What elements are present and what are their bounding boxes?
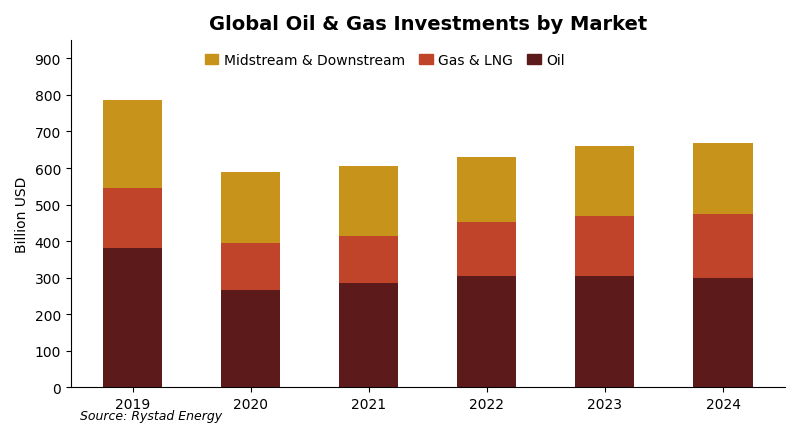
Bar bbox=[103, 101, 162, 189]
Bar bbox=[694, 278, 753, 387]
Bar bbox=[221, 243, 280, 291]
Bar bbox=[458, 222, 516, 276]
Bar bbox=[221, 172, 280, 243]
Bar bbox=[103, 249, 162, 387]
Legend: Midstream & Downstream, Gas & LNG, Oil: Midstream & Downstream, Gas & LNG, Oil bbox=[199, 48, 571, 73]
Bar bbox=[575, 147, 634, 216]
Bar bbox=[458, 157, 516, 222]
Title: Global Oil & Gas Investments by Market: Global Oil & Gas Investments by Market bbox=[209, 15, 647, 34]
Bar bbox=[339, 236, 398, 283]
Bar bbox=[103, 189, 162, 249]
Y-axis label: Billion USD: Billion USD bbox=[15, 176, 29, 252]
Bar bbox=[694, 144, 753, 214]
Bar bbox=[339, 283, 398, 387]
Bar bbox=[694, 214, 753, 278]
Bar bbox=[458, 276, 516, 387]
Bar bbox=[575, 276, 634, 387]
Text: Source: Rystad Energy: Source: Rystad Energy bbox=[80, 409, 222, 422]
Bar bbox=[575, 216, 634, 276]
Bar bbox=[339, 167, 398, 236]
Bar bbox=[221, 291, 280, 387]
